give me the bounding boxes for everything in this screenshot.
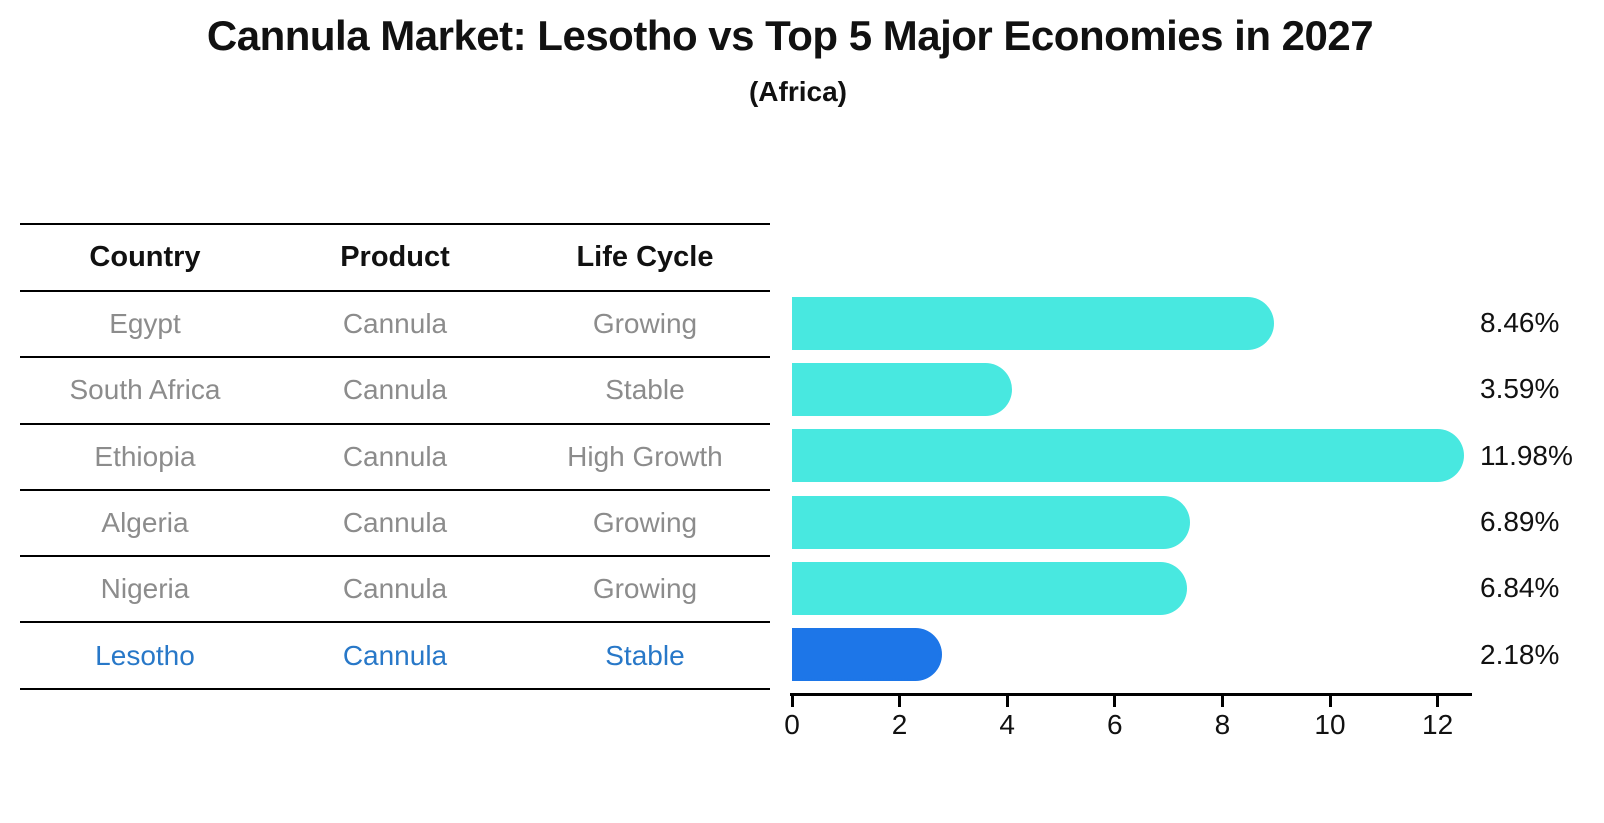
product-cell: Cannula <box>342 639 448 671</box>
lifecycle-cell: Stable <box>605 374 685 406</box>
country-cell: Algeria <box>101 507 189 539</box>
x-axis-tick-label: 2 <box>891 709 908 740</box>
bar-ethiopia <box>792 429 1464 483</box>
col-header-lifecycle: Life Cycle <box>576 241 714 273</box>
bar-south-africa <box>792 362 1013 416</box>
table-row-algeria: Algeria Cannula Growing <box>20 491 770 558</box>
lifecycle-cell: Growing <box>592 507 698 539</box>
x-axis-tick <box>790 696 794 707</box>
table-row-nigeria: Nigeria Cannula Growing <box>20 557 770 624</box>
value-label-south-africa: 3.59% <box>1480 373 1560 405</box>
x-axis-tick-label: 8 <box>1214 709 1231 740</box>
value-label-algeria: 6.89% <box>1480 505 1560 537</box>
bar-egypt <box>792 296 1275 350</box>
value-label-ethiopia: 11.98% <box>1480 439 1573 471</box>
value-label-lesotho: 2.18% <box>1480 638 1560 670</box>
product-cell: Cannula <box>342 308 448 340</box>
value-label-egypt: 8.46% <box>1480 307 1560 338</box>
col-header-country: Country <box>89 241 201 273</box>
x-axis-line <box>790 693 1472 696</box>
x-axis-tick-label: 10 <box>1314 709 1346 740</box>
country-cell: Ethiopia <box>94 440 196 472</box>
lifecycle-cell: High Growth <box>567 440 723 472</box>
data-table: Country Product Life Cycle Egypt Cannula… <box>20 223 770 690</box>
table-row-lesotho: Lesotho Cannula Stable <box>20 623 770 690</box>
x-axis-tick <box>898 696 902 707</box>
table-row-south-africa: South Africa Cannula Stable <box>20 358 770 425</box>
lifecycle-cell: Growing <box>592 573 698 605</box>
bar-plot-area <box>792 290 1492 688</box>
value-label-nigeria: 6.84% <box>1480 572 1560 604</box>
bar-row <box>792 356 1492 422</box>
x-axis-tick-label: 0 <box>784 709 800 740</box>
country-cell: South Africa <box>69 374 221 406</box>
x-axis-tick-label: 12 <box>1422 709 1454 740</box>
bar-row <box>792 489 1492 555</box>
chart-subtitle: (Africa) <box>748 76 847 107</box>
bar-row <box>792 555 1492 621</box>
lifecycle-cell: Growing <box>592 308 698 340</box>
x-axis-tick-label: 4 <box>999 709 1015 740</box>
product-cell: Cannula <box>342 507 448 539</box>
product-cell: Cannula <box>342 374 448 406</box>
country-cell: Lesotho <box>95 639 195 671</box>
bar-row <box>792 290 1492 356</box>
x-axis-tick <box>1328 696 1332 707</box>
x-axis: 0 2 4 6 8 10 12 <box>784 693 1472 743</box>
lifecycle-cell: Stable <box>605 639 685 671</box>
bar-algeria <box>792 495 1190 549</box>
bar-row <box>792 622 1492 688</box>
x-axis-tick <box>1220 696 1224 707</box>
country-cell: Egypt <box>109 308 181 340</box>
bar-lesotho-highlight <box>792 628 943 682</box>
table-header-row: Country Product Life Cycle <box>20 225 770 292</box>
x-axis-tick <box>1113 696 1117 707</box>
product-cell: Cannula <box>342 573 448 605</box>
x-axis-tick-label: 6 <box>1107 709 1123 740</box>
product-cell: Cannula <box>342 440 448 472</box>
country-cell: Nigeria <box>100 573 190 605</box>
bar-nigeria <box>792 561 1187 615</box>
x-axis-tick <box>1436 696 1440 707</box>
x-axis-tick <box>1005 696 1009 707</box>
chart-title: Cannula Market: Lesotho vs Top 5 Major E… <box>206 12 1374 59</box>
value-label-column: 8.46% 3.59% 11.98% 6.89% 6.84% 2.18% <box>1480 290 1604 688</box>
bar-row <box>792 423 1492 489</box>
table-row-ethiopia: Ethiopia Cannula High Growth <box>20 425 770 491</box>
table-row-egypt: Egypt Cannula Growing <box>20 292 770 359</box>
col-header-product: Product <box>340 241 450 273</box>
